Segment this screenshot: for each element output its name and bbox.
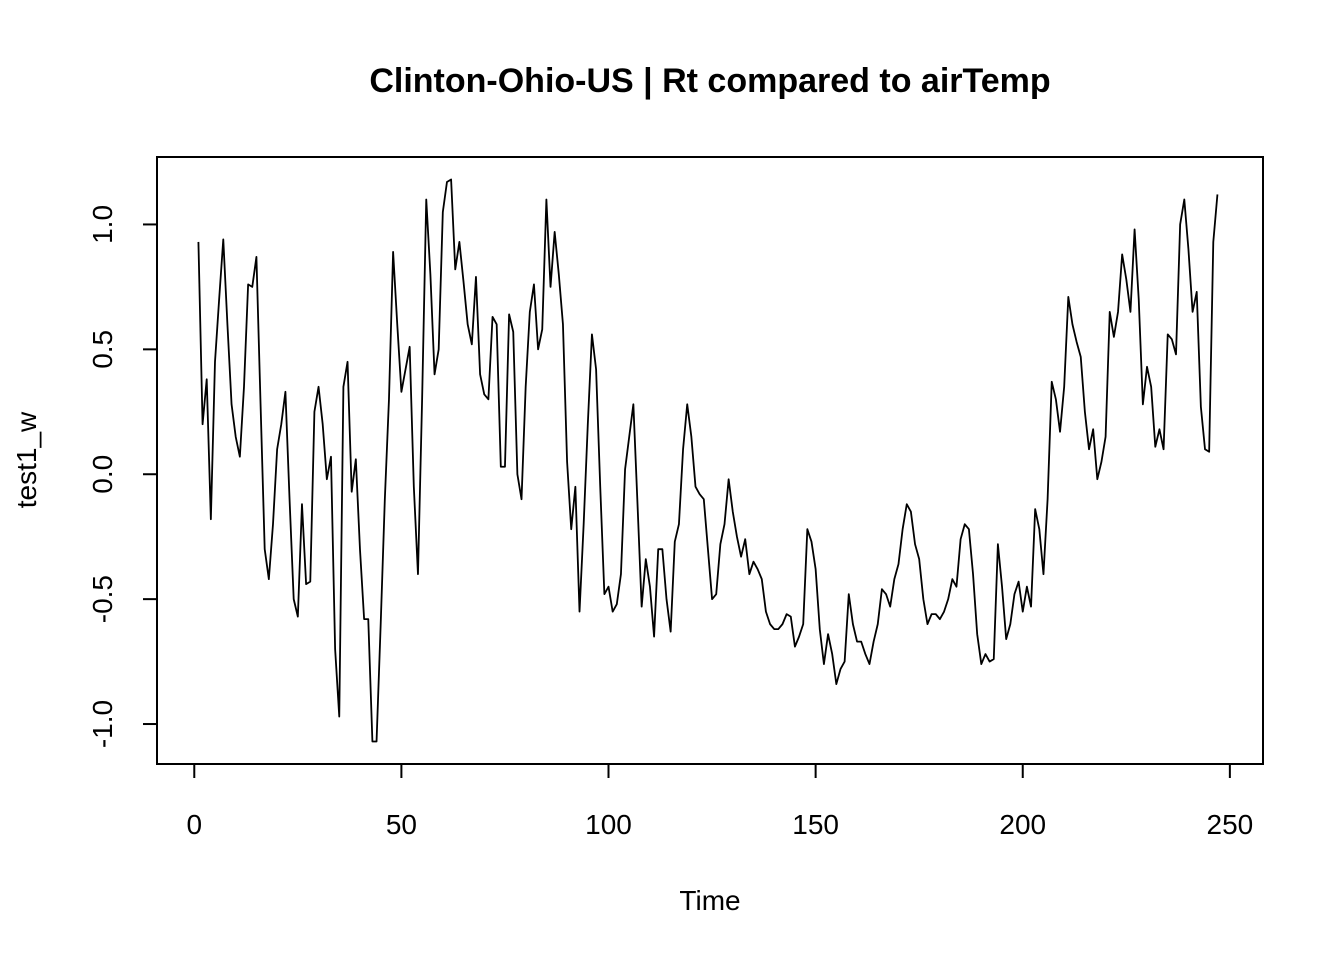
series-line: [197, 178, 1219, 743]
x-tick-label: 50: [386, 809, 417, 840]
chart-title: Clinton-Ohio-US | Rt compared to airTemp: [369, 62, 1050, 100]
series-layer: [197, 178, 1219, 743]
y-tick-label: -1.0: [87, 700, 118, 748]
y-axis-label: test1_w: [11, 411, 42, 508]
y-tick-label: 0.5: [87, 330, 118, 369]
plot-frame: [156, 156, 1264, 765]
x-tick-label: 250: [1207, 809, 1254, 840]
y-axis: -1.0 -0.5 0.0 0.5 1.0: [87, 205, 158, 748]
x-tick-label: 200: [999, 809, 1046, 840]
x-axis-label: Time: [679, 885, 740, 916]
y-tick-label: -0.5: [87, 575, 118, 623]
y-tick-label: 1.0: [87, 205, 118, 244]
x-tick-label: 100: [585, 809, 632, 840]
y-tick-label: 0.0: [87, 455, 118, 494]
x-axis: 0 50 100 150 200 250: [186, 763, 1254, 840]
x-tick-label: 150: [792, 809, 839, 840]
x-tick-label: 0: [186, 809, 202, 840]
